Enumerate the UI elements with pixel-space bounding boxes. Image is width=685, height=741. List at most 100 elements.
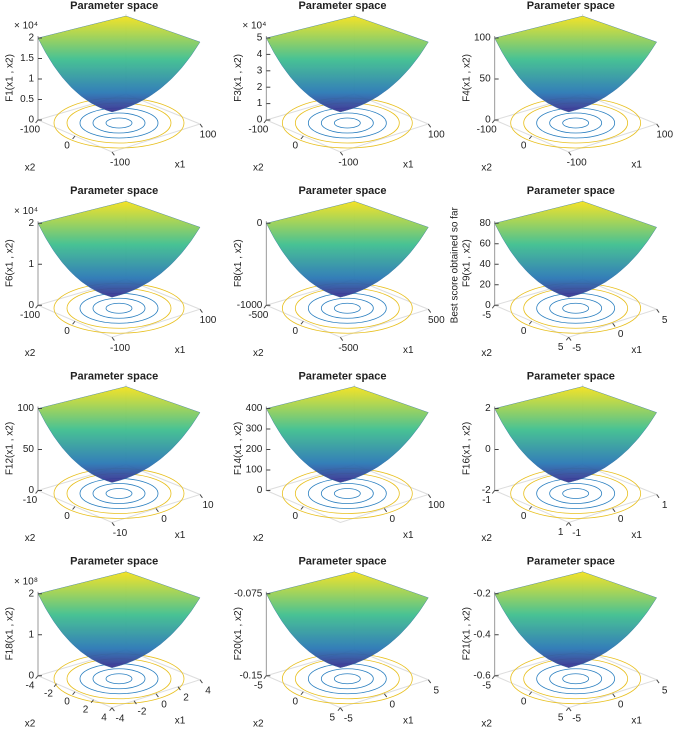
y-axis-label: x2 bbox=[25, 163, 36, 174]
x2-tick-label: -2 bbox=[44, 688, 53, 699]
x-axis-label: x1 bbox=[175, 715, 186, 726]
x2-tick-label: 0 bbox=[521, 326, 527, 337]
contour bbox=[333, 302, 361, 314]
x1-tick bbox=[656, 494, 660, 499]
z-label: F6(x1 , x2) bbox=[5, 239, 16, 287]
x1-tick bbox=[339, 707, 344, 712]
y-axis-label: x2 bbox=[25, 533, 36, 544]
x2-tick bbox=[263, 675, 267, 680]
x2-tick-label: -100 bbox=[20, 310, 40, 321]
x1-tick bbox=[568, 336, 572, 341]
z-tick-label: -0.6 bbox=[473, 670, 491, 681]
x1-tick bbox=[427, 308, 432, 313]
x1-tick-label: 0 bbox=[618, 699, 624, 710]
z-tick-label: 0 bbox=[257, 485, 263, 496]
x1-tick-label: 5 bbox=[434, 685, 440, 696]
x1-tick bbox=[339, 151, 344, 156]
x1-tick-label: 0 bbox=[161, 699, 167, 710]
x1-tick bbox=[111, 336, 115, 341]
x2-tick-label: -4 bbox=[26, 680, 35, 691]
z-tick-label: 1 bbox=[28, 74, 34, 85]
panel: Parameter space 0 1 2 3 4 5× 10⁴ F3(x1 , x2) -10… bbox=[233, 0, 445, 174]
x1-tick bbox=[199, 308, 203, 313]
surface bbox=[266, 386, 429, 483]
x1-tick-label: 4 bbox=[205, 685, 211, 696]
panel: Parameter space -0.15 -0.075 F20(x1 , x2) -5… bbox=[233, 556, 440, 730]
z-label: F16(x1 , x2) bbox=[461, 422, 472, 475]
x1-tick-label: 0 bbox=[390, 514, 396, 525]
x2-tick-label: -10 bbox=[23, 495, 38, 506]
x1-tick-label: 100 bbox=[428, 500, 445, 511]
x1-tick-label: 100 bbox=[656, 130, 673, 141]
panel-title: Parameter space bbox=[527, 0, 615, 12]
x2-tick-label: 1 bbox=[558, 527, 564, 538]
x2-tick bbox=[565, 522, 570, 526]
x2-tick-label: 0 bbox=[293, 141, 299, 152]
z-tick-label: 0 bbox=[485, 444, 491, 455]
x2-tick-label: 0 bbox=[293, 326, 299, 337]
z-tick-label: 40 bbox=[480, 259, 492, 270]
x2-tick-label: 4 bbox=[101, 712, 107, 723]
exponent: × 10⁸ bbox=[14, 576, 38, 587]
panel-title: Parameter space bbox=[298, 185, 386, 197]
x1-tick-label: -10 bbox=[113, 528, 128, 539]
z-label: F9(x1 , x2) bbox=[461, 239, 472, 287]
x2-tick bbox=[109, 707, 113, 712]
x-axis-label: x1 bbox=[403, 345, 414, 356]
panel-title: Parameter space bbox=[298, 370, 386, 382]
x1-tick-label: -100 bbox=[110, 158, 130, 169]
z-tick-label: 300 bbox=[246, 424, 263, 435]
z-tick-label: 2 bbox=[28, 33, 34, 44]
surface bbox=[37, 201, 201, 298]
contour bbox=[333, 488, 361, 499]
x2-tick-label: 0 bbox=[521, 511, 527, 522]
x2-tick bbox=[300, 320, 304, 325]
x1-tick bbox=[383, 508, 388, 513]
y-axis-label: x2 bbox=[481, 348, 492, 359]
x2-tick-label: -100 bbox=[477, 125, 497, 136]
x2-tick bbox=[53, 683, 57, 688]
surface bbox=[266, 571, 429, 668]
x2-tick bbox=[491, 119, 496, 124]
x1-tick bbox=[339, 336, 344, 341]
x1-tick bbox=[199, 679, 203, 684]
x2-tick bbox=[300, 135, 304, 140]
x1-tick-label: 0 bbox=[618, 514, 624, 525]
contour bbox=[549, 112, 603, 134]
x2-tick-label: 0 bbox=[64, 696, 70, 707]
x2-tick bbox=[72, 506, 76, 510]
contour bbox=[562, 488, 590, 499]
z-label: F4(x1 , x2) bbox=[461, 54, 472, 102]
z-label: F20(x1 , x2) bbox=[233, 607, 244, 660]
x2-tick-label: 0 bbox=[293, 511, 299, 522]
surface bbox=[37, 15, 201, 113]
x1-tick-label: -500 bbox=[338, 343, 358, 354]
contour bbox=[92, 112, 146, 134]
z-tick-label: 4 bbox=[257, 49, 263, 60]
annotation: Best score obtained so far bbox=[449, 206, 460, 323]
z-tick-label: -0.15 bbox=[240, 670, 263, 681]
x1-tick bbox=[568, 522, 572, 527]
contour bbox=[105, 117, 133, 129]
y-axis-label: x2 bbox=[253, 718, 264, 729]
x1-tick bbox=[656, 308, 660, 313]
x-axis-label: x1 bbox=[403, 715, 414, 726]
x-axis-label: x1 bbox=[403, 530, 414, 541]
contour bbox=[307, 292, 387, 324]
z-label: F8(x1 , x2) bbox=[233, 239, 244, 287]
z-tick-label: -0.075 bbox=[234, 588, 263, 599]
z-tick-label: 60 bbox=[480, 238, 492, 249]
x1-tick-label: 100 bbox=[428, 130, 445, 141]
surface bbox=[494, 571, 657, 668]
y-axis-label: x2 bbox=[253, 533, 264, 544]
panel-title: Parameter space bbox=[298, 556, 386, 568]
contour bbox=[307, 663, 387, 695]
z-label: F18(x1 , x2) bbox=[5, 607, 16, 660]
x2-tick-label: 0 bbox=[521, 141, 527, 152]
x-axis-label: x1 bbox=[631, 715, 642, 726]
x1-tick bbox=[427, 123, 432, 128]
panel-title: Parameter space bbox=[70, 370, 158, 382]
